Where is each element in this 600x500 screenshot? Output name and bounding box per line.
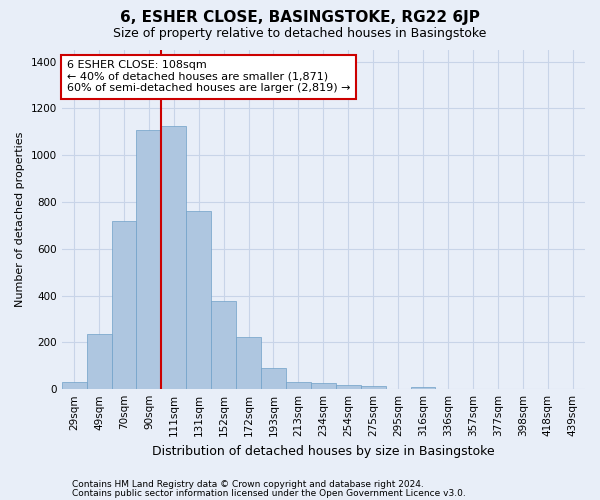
X-axis label: Distribution of detached houses by size in Basingstoke: Distribution of detached houses by size … [152,444,494,458]
Bar [112,221,136,389]
Bar [236,336,261,389]
Bar [62,382,86,389]
Bar [186,212,211,389]
Text: Contains HM Land Registry data © Crown copyright and database right 2024.: Contains HM Land Registry data © Crown c… [72,480,424,489]
Text: Size of property relative to detached houses in Basingstoke: Size of property relative to detached ho… [113,28,487,40]
Bar [336,384,361,389]
Bar [211,302,236,389]
Bar [86,334,112,389]
Bar [410,387,436,389]
Bar [361,386,386,389]
Y-axis label: Number of detached properties: Number of detached properties [15,132,25,308]
Text: 6 ESHER CLOSE: 108sqm
← 40% of detached houses are smaller (1,871)
60% of semi-d: 6 ESHER CLOSE: 108sqm ← 40% of detached … [67,60,350,94]
Bar [261,368,286,389]
Bar [311,384,336,389]
Text: Contains public sector information licensed under the Open Government Licence v3: Contains public sector information licen… [72,488,466,498]
Bar [286,382,311,389]
Text: 6, ESHER CLOSE, BASINGSTOKE, RG22 6JP: 6, ESHER CLOSE, BASINGSTOKE, RG22 6JP [120,10,480,25]
Bar [136,130,161,389]
Bar [161,126,186,389]
